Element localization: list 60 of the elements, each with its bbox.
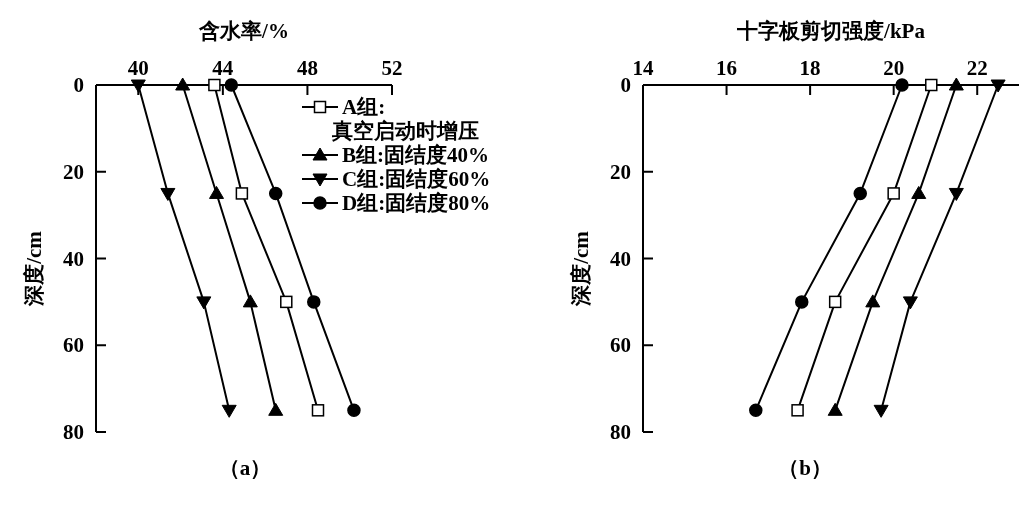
x-axis-title: 十字板剪切强度/kPa — [736, 19, 926, 43]
point — [749, 403, 763, 418]
point — [873, 404, 889, 418]
y-tick-label: 40 — [610, 246, 631, 271]
point — [268, 402, 284, 416]
y-axis-title: 深度/cm — [569, 230, 593, 307]
point — [902, 296, 918, 310]
point — [795, 295, 809, 309]
y-tick-label: 60 — [63, 333, 84, 358]
point — [791, 404, 804, 417]
x-tick-label: 16 — [716, 56, 738, 80]
x-tick-label: 40 — [127, 56, 149, 80]
point — [827, 402, 843, 416]
point — [887, 187, 900, 200]
x-tick-label: 14 — [632, 56, 654, 80]
point — [307, 295, 321, 309]
point — [235, 187, 249, 200]
point — [911, 185, 927, 199]
y-tick-label: 0 — [73, 73, 84, 97]
point — [196, 296, 212, 310]
point — [242, 294, 258, 308]
x-axis-title: 含水率/% — [198, 19, 289, 43]
y-axis-title: 深度/cm — [22, 230, 46, 307]
y-tick-label: 20 — [610, 159, 631, 184]
legend-label: A组: 真空启动时增压 — [331, 95, 479, 143]
point — [280, 295, 293, 309]
point — [347, 403, 361, 418]
y-tick-label: 60 — [610, 333, 631, 358]
point — [311, 404, 325, 417]
point — [224, 78, 239, 92]
point — [925, 78, 938, 92]
legend-label: D组:固结度80% — [342, 191, 491, 215]
point — [853, 186, 867, 201]
x-tick-label: 48 — [296, 56, 318, 80]
point — [209, 185, 225, 199]
point — [208, 78, 221, 92]
y-tick-label: 20 — [63, 159, 84, 184]
point — [268, 186, 283, 201]
point — [828, 295, 842, 309]
point — [948, 187, 964, 201]
point — [990, 79, 1006, 93]
point — [221, 404, 237, 418]
y-tick-label: 80 — [63, 420, 84, 444]
x-tick-label: 18 — [799, 56, 821, 80]
x-tick-label: 20 — [883, 56, 905, 80]
point — [895, 78, 909, 92]
point — [865, 294, 881, 308]
point — [175, 77, 191, 91]
text: （a） — [218, 456, 272, 480]
legend-label: B组:固结度40% — [342, 143, 489, 167]
x-tick-label: 22 — [966, 56, 988, 80]
legend-label: C组:固结度60% — [342, 167, 491, 191]
text: （b） — [778, 456, 832, 480]
point — [948, 77, 964, 91]
y-tick-label: 80 — [610, 420, 631, 444]
y-tick-label: 40 — [63, 246, 84, 271]
y-tick-label: 0 — [620, 73, 631, 97]
x-tick-label: 44 — [212, 56, 234, 80]
x-tick-label: 52 — [381, 56, 403, 80]
point — [160, 187, 176, 201]
